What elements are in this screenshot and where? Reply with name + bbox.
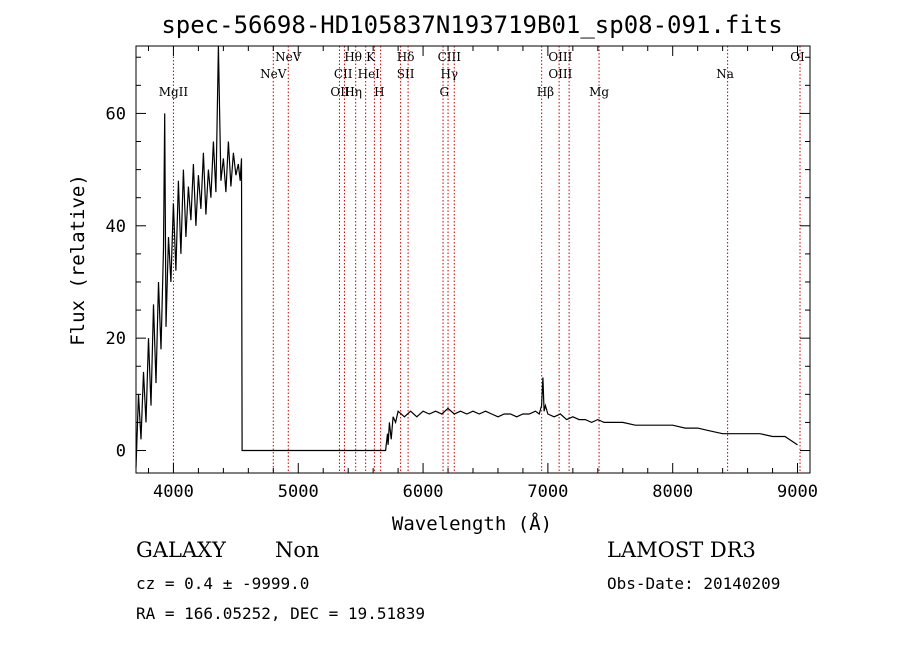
emission-line-label: NeV xyxy=(275,50,302,64)
emission-line-label: OII xyxy=(330,85,350,99)
x-tick-label: 4000 xyxy=(153,482,194,502)
chart-title: spec-56698-HD105837N193719B01_sp08-091.f… xyxy=(161,11,782,39)
emission-line-label: MgII xyxy=(159,85,189,99)
emission-line-label: CII xyxy=(334,67,353,81)
emission-line-label: CIII xyxy=(438,50,462,64)
y-axis-ticks: 0 20 40 60 xyxy=(106,56,810,462)
survey-name: LAMOST DR3 xyxy=(607,538,756,562)
emission-line-label: OI xyxy=(790,50,805,64)
plot-frame xyxy=(135,45,811,474)
emission-line-label: Hβ xyxy=(537,85,554,99)
emission-line-label: NeV xyxy=(260,67,287,81)
y-tick-label: 0 xyxy=(116,442,126,462)
emission-line-markers xyxy=(172,46,801,473)
spectrum-series xyxy=(135,45,798,468)
x-tick-label: 8000 xyxy=(652,482,693,502)
coordinates-text: RA = 166.05252, DEC = 19.51839 xyxy=(136,604,425,623)
object-class: GALAXY xyxy=(136,538,226,562)
emission-line-label: SII xyxy=(397,67,415,81)
x-tick-label: 5000 xyxy=(278,482,319,502)
emission-line-label: G xyxy=(439,85,449,99)
spectrum-line xyxy=(135,45,798,468)
observation-date: Obs-Date: 20140209 xyxy=(607,574,781,593)
emission-line-label: OIII xyxy=(548,67,572,81)
emission-line-label: Mg xyxy=(589,85,609,99)
y-tick-label: 20 xyxy=(106,329,126,349)
x-axis-label: Wavelength (Å) xyxy=(392,512,552,535)
object-subclass: Non xyxy=(275,538,320,562)
emission-line-label: H xyxy=(374,85,384,99)
y-tick-label: 40 xyxy=(106,217,126,237)
emission-line-label: Hδ xyxy=(397,50,415,64)
x-axis-ticks: 4000 5000 6000 7000 8000 9000 xyxy=(147,46,818,502)
emission-line-label: Hη xyxy=(344,85,362,99)
y-axis-label: Flux (relative) xyxy=(67,174,89,346)
emission-line-label: OIII xyxy=(548,50,572,64)
emission-line-label: Hθ xyxy=(344,50,362,64)
redshift-text: cz = 0.4 ± -9999.0 xyxy=(136,574,310,593)
emission-line-label: Hγ xyxy=(440,67,458,81)
emission-line-labels: MgII NeV NeV OII CII Hθ Hη HeI K H Hδ SII CIII Hγ G Hβ O… xyxy=(159,50,805,99)
emission-line-label: Na xyxy=(716,67,734,81)
y-tick-label: 60 xyxy=(106,104,126,124)
emission-line-label: HeI xyxy=(358,67,381,81)
x-tick-label: 7000 xyxy=(527,482,568,502)
emission-line-label: K xyxy=(366,50,376,64)
x-tick-label: 9000 xyxy=(777,482,818,502)
x-tick-label: 6000 xyxy=(403,482,444,502)
